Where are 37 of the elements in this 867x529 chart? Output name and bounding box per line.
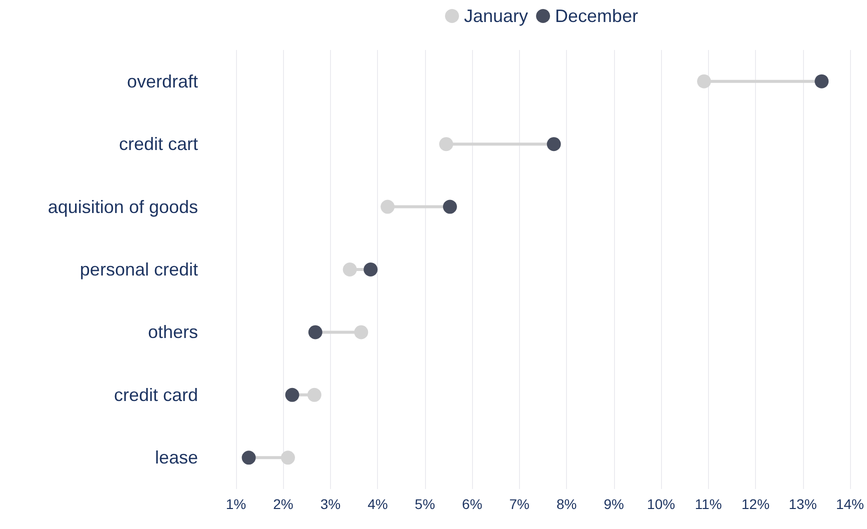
point xyxy=(814,74,829,88)
x-tick-label: 6% xyxy=(462,496,482,512)
point xyxy=(307,388,322,402)
x-tick-label: 9% xyxy=(604,496,624,512)
x-tick-label: 4% xyxy=(368,496,388,512)
y-tick-label: others xyxy=(148,322,198,342)
point xyxy=(442,200,457,214)
point xyxy=(354,325,368,340)
x-tick-label: 11% xyxy=(694,496,722,512)
y-tick-label: credit card xyxy=(114,384,198,405)
point xyxy=(546,137,561,152)
x-tick-label: 5% xyxy=(414,496,436,512)
x-tick-label: 10% xyxy=(647,496,676,512)
y-tick-label: credit cart xyxy=(118,134,198,154)
y-tick-label: personal credit xyxy=(80,260,198,280)
y-tick-label: aquisition of goods xyxy=(48,196,198,217)
legend-label: December xyxy=(555,6,638,26)
point xyxy=(364,262,378,276)
point xyxy=(439,137,454,152)
x-tick-label: 3% xyxy=(320,496,341,512)
legend-label: January xyxy=(464,6,528,26)
x-tick-label: 14% xyxy=(836,496,864,512)
x-tick-label: 13% xyxy=(788,496,817,512)
point xyxy=(697,74,712,88)
x-tick-label: 8% xyxy=(556,496,577,512)
point xyxy=(342,262,357,276)
point xyxy=(242,450,256,465)
x-tick-label: 7% xyxy=(509,496,530,512)
x-tick-label: 12% xyxy=(742,496,770,512)
point xyxy=(308,325,322,340)
x-tick-label: 2% xyxy=(273,496,294,512)
point xyxy=(380,200,395,214)
point xyxy=(280,450,295,465)
x-tick-label: 1% xyxy=(226,496,246,512)
point xyxy=(285,388,300,402)
y-tick-label: overdraft xyxy=(126,71,198,92)
y-tick-label: lease xyxy=(154,448,198,468)
